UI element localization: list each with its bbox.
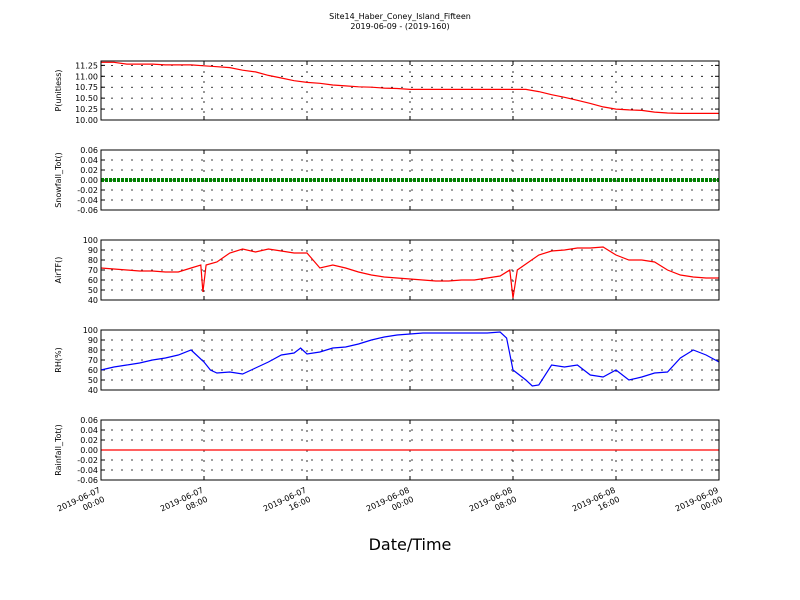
y-tick-label: 10.50 — [75, 94, 98, 103]
plot-frame — [100, 60, 720, 121]
y-tick-label: 0.04 — [80, 156, 98, 165]
y-tick-label: 50 — [88, 376, 98, 385]
data-line — [100, 246, 719, 299]
plot-frame — [100, 239, 720, 301]
y-tick-label: -0.02 — [77, 456, 98, 465]
plot-frame — [100, 149, 720, 211]
y-tick-label: 0.06 — [80, 416, 98, 425]
y-tick-label: 10.00 — [75, 116, 98, 125]
y-tick-label: 10.25 — [75, 105, 98, 114]
y-tick-label: 0.06 — [80, 146, 98, 155]
y-tick-label: 60 — [88, 276, 98, 285]
y-tick-label: -0.02 — [77, 186, 98, 195]
plot-frame — [100, 419, 720, 481]
y-tick-label: 11.25 — [75, 61, 98, 70]
chart-subtitle: 2019-06-09 - (2019-160) — [350, 22, 449, 31]
y-axis-label: Snowfall_Tot() — [54, 152, 63, 208]
y-axis-label: P(unitless) — [54, 69, 63, 111]
y-tick-label: 100 — [83, 236, 98, 245]
y-tick-label: 40 — [88, 386, 98, 395]
y-tick-label: 40 — [88, 296, 98, 305]
y-tick-label: 10.75 — [75, 83, 98, 92]
y-tick-label: 0.04 — [80, 426, 98, 435]
y-tick-label: -0.06 — [77, 206, 98, 215]
y-tick-label: 0.00 — [80, 176, 98, 185]
y-tick-label: 50 — [88, 286, 98, 295]
y-axis-label: AirTF() — [54, 257, 63, 284]
y-tick-label: 60 — [88, 366, 98, 375]
y-axis-label: RH(%) — [54, 347, 63, 372]
plot-frame — [100, 329, 720, 391]
y-tick-label: 0.02 — [80, 166, 98, 175]
y-tick-label: 0.02 — [80, 436, 98, 445]
y-tick-label: 0.00 — [80, 446, 98, 455]
y-tick-label: 70 — [88, 356, 98, 365]
data-line — [100, 331, 720, 387]
y-tick-label: -0.06 — [77, 476, 98, 485]
y-tick-label: 90 — [88, 336, 98, 345]
y-tick-label: 11.00 — [75, 72, 98, 81]
chart-title: Site14_Haber_Coney_Island_Fifteen — [329, 12, 471, 21]
y-tick-label: 90 — [88, 246, 98, 255]
y-tick-label: 100 — [83, 326, 98, 335]
y-tick-label: -0.04 — [77, 466, 98, 475]
y-tick-label: 80 — [88, 346, 98, 355]
x-axis-label: Date/Time — [369, 535, 452, 554]
data-line — [101, 61, 719, 114]
y-axis-label: Rainfall_Tot() — [54, 424, 63, 476]
y-tick-label: 80 — [88, 256, 98, 265]
y-tick-label: 70 — [88, 266, 98, 275]
y-tick-label: -0.04 — [77, 196, 98, 205]
